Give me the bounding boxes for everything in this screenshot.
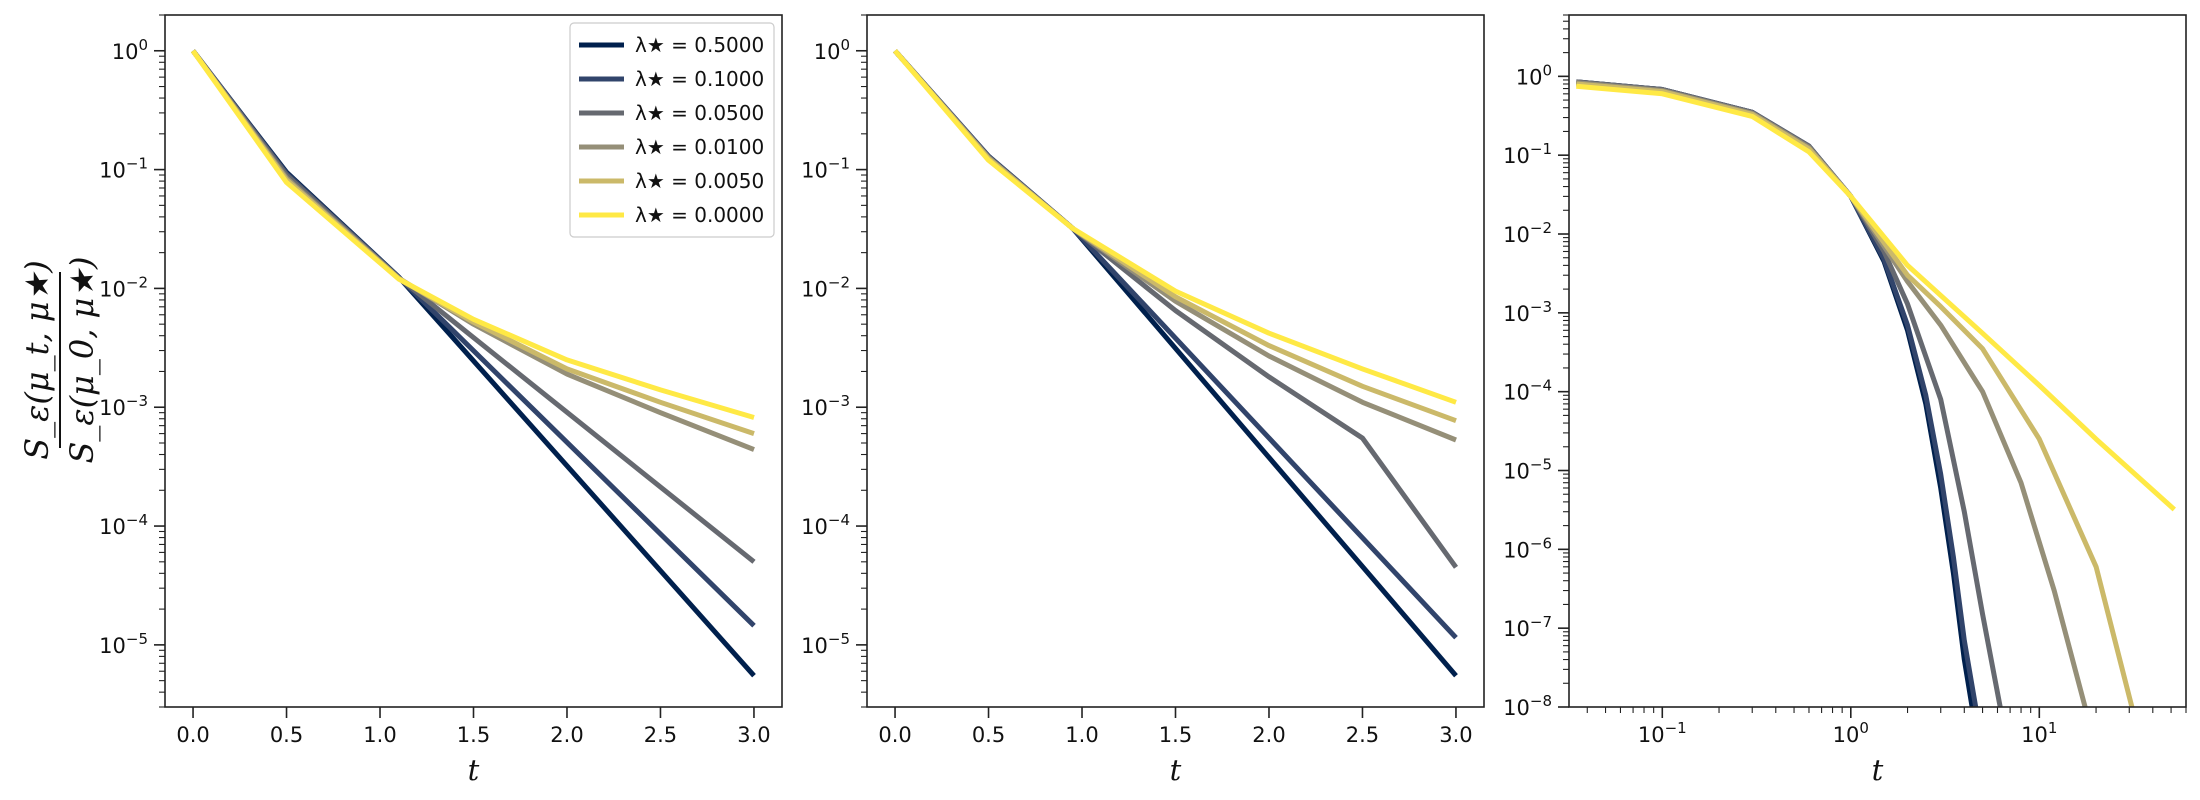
series-line-5 <box>190 49 755 420</box>
panel-middle: 100 10−1 10−2 10−3 10−4 10−5 0.0 0.5 1.0 1.5 2.0 2.… <box>801 14 1485 787</box>
x-tick-label: 1.5 <box>457 723 490 747</box>
x-tick-label: 100 <box>1833 719 1869 747</box>
panel-left: 100 10−1 10−2 10−3 10−4 10−5 0.0 0.5 1.0 1.5 2.0 2.… <box>18 14 783 787</box>
legend-label: λ★ = 0.0000 <box>635 203 764 227</box>
x-tick-label: 0.0 <box>176 723 209 747</box>
series-line-2 <box>1576 79 2003 707</box>
y-tick-label: 100 <box>1516 61 1552 89</box>
y-tick-label: 10−2 <box>1503 219 1552 247</box>
series-line-5 <box>1576 83 2176 512</box>
series-line-5 <box>893 49 1457 405</box>
x-tick-label: 3.0 <box>737 723 770 747</box>
series-line-1 <box>893 49 1458 640</box>
series-line-2 <box>893 49 1459 569</box>
series-line-0 <box>1576 79 1975 707</box>
x-tick-label: 0.0 <box>878 723 911 747</box>
x-tick-label: 2.5 <box>644 723 677 747</box>
y-tick-label: 10−2 <box>801 273 850 301</box>
y-tick-label: 10−6 <box>1503 534 1552 562</box>
axes-frame <box>1568 14 2187 708</box>
series-line-3 <box>893 49 1457 443</box>
legend-label: λ★ = 0.0100 <box>635 135 764 159</box>
x-tick-label: 10−1 <box>1638 719 1687 747</box>
legend-label: λ★ = 0.5000 <box>635 33 764 57</box>
x-tick-label: 2.0 <box>550 723 583 747</box>
y-tick-label: 10−5 <box>1503 456 1552 484</box>
x-axis-label: t <box>468 753 480 787</box>
x-tick-label: 2.0 <box>1252 723 1285 747</box>
x-axis-label: t <box>1170 753 1182 787</box>
axes-frame <box>866 14 1485 708</box>
y-tick-label: 10−8 <box>1503 692 1552 720</box>
legend-label: λ★ = 0.0050 <box>635 169 764 193</box>
y-tick-label: 10−1 <box>99 155 148 183</box>
y-tick-label: 10−4 <box>1503 377 1552 405</box>
x-tick-label: 2.5 <box>1346 723 1379 747</box>
x-tick-label: 3.0 <box>1439 723 1472 747</box>
y-tick-label: 10−1 <box>801 155 850 183</box>
x-tick-label: 101 <box>2021 719 2057 747</box>
y-tick-label: 100 <box>112 36 148 64</box>
series-group <box>190 49 756 678</box>
y-tick-label: 10−3 <box>801 392 850 420</box>
y-tick-label: 10−7 <box>1503 613 1552 641</box>
x-tick-label: 0.5 <box>972 723 1005 747</box>
legend-label: λ★ = 0.1000 <box>635 67 764 91</box>
series-line-4 <box>893 49 1457 424</box>
x-tick-label: 1.0 <box>1065 723 1098 747</box>
x-tick-label: 0.5 <box>270 723 303 747</box>
series-group <box>893 49 1459 678</box>
y-tick-label: 10−5 <box>801 630 850 658</box>
panel-right: 100 10−1 10−2 10−3 10−4 10−5 10−6 10−7 10−8 10−1 1… <box>1503 14 2187 787</box>
x-tick-label: 1.0 <box>363 723 396 747</box>
y-tick-label: 10−1 <box>1503 140 1552 168</box>
series-line-1 <box>1576 79 1979 707</box>
y-tick-label: 10−2 <box>99 273 148 301</box>
legend-label: λ★ = 0.0500 <box>635 101 764 125</box>
y-label-numerator: S_ε(μ_t, μ★) <box>18 260 56 460</box>
y-tick-label: 10−3 <box>99 392 148 420</box>
legend: λ★ = 0.5000 λ★ = 0.1000 λ★ = 0.0500 λ★ = 0.… <box>569 22 775 238</box>
y-label-denominator: S_ε(μ_0, μ★) <box>63 256 101 463</box>
y-tick-label: 10−3 <box>1503 298 1552 326</box>
y-axis-label: S_ε(μ_t, μ★) S_ε(μ_0, μ★) <box>18 256 101 463</box>
y-tick-label: 100 <box>814 36 850 64</box>
axes-frame <box>164 14 783 708</box>
y-tick-label: 10−4 <box>99 511 148 539</box>
x-tick-label: 1.5 <box>1159 723 1192 747</box>
y-tick-label: 10−4 <box>801 511 850 539</box>
series-group <box>1576 79 2176 707</box>
x-axis-label: t <box>1872 753 1884 787</box>
y-tick-label: 10−5 <box>99 630 148 658</box>
